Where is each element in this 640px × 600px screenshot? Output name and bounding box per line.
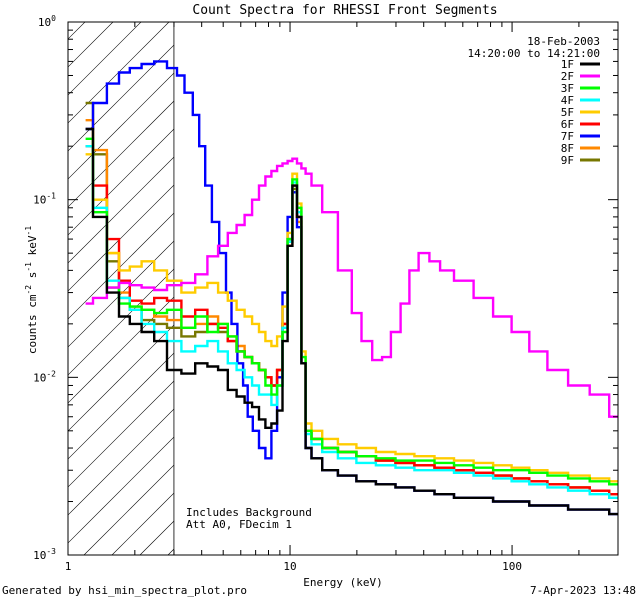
axis-layer: 1 10 100 100 10-1 10-2 10-3: [33, 14, 619, 573]
plot-frame: [67, 21, 619, 556]
y-tick-label: 10-3: [33, 547, 56, 562]
legend-label-9F: 9F: [561, 154, 574, 167]
series-1F: [85, 127, 618, 516]
x-tick-label: 10: [283, 560, 296, 573]
legend-label-6F: 6F: [561, 118, 574, 131]
legend-label-1F: 1F: [561, 58, 574, 71]
series-5F: [85, 153, 618, 483]
legend-label-5F: 5F: [561, 106, 574, 119]
annotation-time-range: 14:20:00 to 14:21:00: [468, 47, 600, 60]
x-tick-label: 100: [502, 560, 522, 573]
series-4F: [85, 145, 618, 499]
y-axis-label-exp2: -1: [24, 262, 33, 272]
y-tick-label: 10-1: [33, 192, 56, 207]
legend-label-2F: 2F: [561, 70, 574, 83]
legend-label-3F: 3F: [561, 82, 574, 95]
hatch-line: [68, 22, 114, 68]
y-tick-label: 10-2: [33, 369, 56, 384]
legend-label-7F: 7F: [561, 130, 574, 143]
y-axis-label-exp1: -2: [24, 285, 33, 295]
annotation-attenuator: Att A0, FDecim 1: [186, 518, 292, 531]
y-axis-label: counts cm-2 s-1 keV-1: [24, 226, 39, 354]
chart-title: Count Spectra for RHESSI Front Segments: [192, 3, 497, 18]
y-axis-label-exp3: -1: [24, 226, 33, 236]
y-tick-label: 100: [38, 14, 56, 29]
y-axis-label-mid: s: [26, 272, 39, 285]
hatch-line: [68, 22, 198, 152]
series-layer: [85, 60, 618, 516]
x-axis-label: Energy (keV): [303, 576, 382, 589]
footer-timestamp: 7-Apr-2023 13:48: [530, 584, 636, 597]
hatch-line: [68, 22, 86, 40]
legend-label-8F: 8F: [561, 142, 574, 155]
series-2F: [85, 157, 618, 418]
y-axis-label-unit: keV: [26, 235, 39, 262]
annotation-date: 18-Feb-2003: [527, 35, 600, 48]
hatch-line: [0, 0, 124, 555]
footer-generated-by: Generated by hsi_min_spectra_plot.pro: [2, 584, 247, 597]
hatch-line: [68, 22, 142, 96]
legend-label-4F: 4F: [561, 94, 574, 107]
hatch-line: [68, 22, 170, 124]
x-tick-label: 1: [65, 560, 72, 573]
y-axis-label-text: counts cm: [26, 294, 39, 354]
annotation-background: Includes Background: [186, 506, 312, 519]
